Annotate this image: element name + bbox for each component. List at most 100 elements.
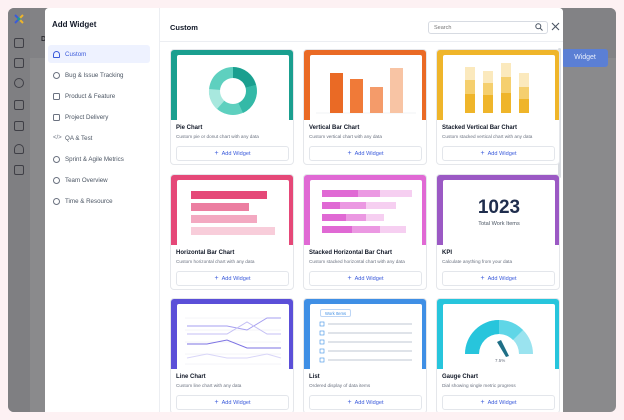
horizontal-bar-preview xyxy=(177,180,289,245)
card-description: Custom horizontal chart with any data xyxy=(176,259,255,264)
sprint-icon xyxy=(53,155,60,163)
search-input[interactable] xyxy=(428,21,548,34)
category-label: Sprint & Agile Metrics xyxy=(65,155,124,163)
widget-card-line-chart[interactable]: Line Chart Custom line chart with any da… xyxy=(170,298,294,412)
add-widget-button[interactable]: + Add Widget xyxy=(309,146,422,161)
line-chart-preview xyxy=(177,304,289,369)
list-preview: Work Items xyxy=(310,304,422,369)
widget-gallery: Custom P xyxy=(160,8,563,412)
grid-icon[interactable] xyxy=(14,58,24,68)
card-description: Custom line chart with any data xyxy=(176,383,242,388)
add-widget-label: Add Widget xyxy=(354,275,384,282)
kpi-value: 1023 xyxy=(477,197,521,218)
folder-icon xyxy=(53,113,60,121)
plus-icon: + xyxy=(214,275,219,282)
card-description: Dial showing single metric progress xyxy=(442,383,516,388)
stacked-horizontal-bar-preview xyxy=(310,180,422,245)
add-widget-label: Add Widget xyxy=(487,275,517,282)
add-widget-button[interactable]: + Add Widget xyxy=(176,271,289,286)
card-description: Custom vertical chart with any data xyxy=(309,134,382,139)
category-team-overview[interactable]: Team Overview xyxy=(48,171,150,189)
card-title: Gauge Chart xyxy=(442,374,479,380)
home-icon[interactable] xyxy=(14,38,24,48)
card-description: Custom stacked horizontal chart with any… xyxy=(309,259,405,264)
category-sprint-agile-metrics[interactable]: Sprint & Agile Metrics xyxy=(48,150,150,168)
widget-card-horizontal-bar-chart[interactable]: Horizontal Bar Chart Custom horizontal c… xyxy=(170,174,294,290)
list-header-chip: Work Items xyxy=(320,309,352,317)
app-logo-icon[interactable] xyxy=(13,13,25,25)
widget-card-stacked-vertical-bar-chart[interactable]: Stacked Vertical Bar Chart Custom stacke… xyxy=(436,49,560,165)
add-widget-button[interactable]: + Add Widget xyxy=(442,271,555,286)
card-title: Line Chart xyxy=(176,374,206,380)
card-title: Vertical Bar Chart xyxy=(309,125,360,131)
category-qa-test[interactable]: </> QA & Test xyxy=(48,129,150,147)
add-widget-button[interactable]: + Add Widget xyxy=(309,271,422,286)
report-icon[interactable] xyxy=(14,121,24,131)
plus-icon: + xyxy=(347,150,352,157)
list-header-label: Work Items xyxy=(325,311,347,316)
category-label: Project Delivery xyxy=(65,113,109,121)
star-icon[interactable] xyxy=(14,144,24,154)
search-icon[interactable] xyxy=(535,23,543,31)
category-sidebar: Add Widget Custom Bug & Issue Tracking P… xyxy=(45,8,160,412)
plus-icon: + xyxy=(214,399,219,406)
card-title: Stacked Vertical Bar Chart xyxy=(442,125,518,131)
card-title: KPI xyxy=(442,250,453,256)
add-widget-label: Add Widget xyxy=(354,399,384,406)
analytics-icon[interactable] xyxy=(14,78,24,88)
category-time-resource[interactable]: Time & Resource xyxy=(48,192,150,210)
category-label: Team Overview xyxy=(65,176,108,184)
plus-icon: + xyxy=(214,150,219,157)
widget-card-gauge-chart[interactable]: 7.5% Gauge Chart Dial showing single met… xyxy=(436,298,560,412)
widget-card-stacked-horizontal-bar-chart[interactable]: Stacked Horizontal Bar Chart Custom stac… xyxy=(303,174,427,290)
add-widget-label: Add Widget xyxy=(487,150,517,157)
kpi-label: Total Work Items xyxy=(478,221,520,227)
gear-users-icon[interactable] xyxy=(14,100,24,110)
gauge-chart-preview: 7.5% xyxy=(443,304,555,369)
add-widget-button[interactable]: + Add Widget xyxy=(309,395,422,410)
plus-icon: + xyxy=(480,399,485,406)
card-description: Calculate anything from your data xyxy=(442,259,513,264)
category-label: Custom xyxy=(65,50,87,58)
modal-title: Add Widget xyxy=(52,20,97,29)
plus-icon: + xyxy=(480,275,485,282)
card-description: Custom stacked vertical chart with any d… xyxy=(442,134,533,139)
card-title: Stacked Horizontal Bar Chart xyxy=(309,250,393,256)
add-widget-label: Add Widget xyxy=(221,275,251,282)
widget-card-pie-chart[interactable]: Pie Chart Custom pie or donut chart with… xyxy=(170,49,294,165)
kpi-preview: 1023 Total Work Items xyxy=(443,180,555,245)
add-widget-button[interactable]: + Add Widget xyxy=(176,146,289,161)
pie-chart-preview xyxy=(177,55,289,120)
add-widget-button[interactable]: + Add Widget xyxy=(442,146,555,161)
widget-card-kpi[interactable]: 1023 Total Work Items KPI Calculate anyt… xyxy=(436,174,560,290)
plus-icon: + xyxy=(347,399,352,406)
add-widget-label: Add Widget xyxy=(487,399,517,406)
team-icon xyxy=(53,176,60,184)
gallery-title: Custom xyxy=(170,23,198,32)
vertical-bar-preview xyxy=(310,55,422,120)
category-bug-issue-tracking[interactable]: Bug & Issue Tracking xyxy=(48,66,150,84)
gauge-value: 7.5% xyxy=(495,358,506,363)
add-widget-label: Add Widget xyxy=(221,399,251,406)
app-sidebar-rail xyxy=(8,8,30,412)
plus-icon: + xyxy=(480,150,485,157)
close-icon[interactable] xyxy=(551,22,560,31)
category-custom[interactable]: Custom xyxy=(48,45,150,63)
add-widget-button[interactable]: + Add Widget xyxy=(176,395,289,410)
document-icon[interactable] xyxy=(14,165,24,175)
add-widget-label: Add Widget xyxy=(354,150,384,157)
clock-icon xyxy=(53,197,60,205)
category-project-delivery[interactable]: Project Delivery xyxy=(48,108,150,126)
card-description: Custom pie or donut chart with any data xyxy=(176,134,259,139)
widget-card-vertical-bar-chart[interactable]: Vertical Bar Chart Custom vertical chart… xyxy=(303,49,427,165)
add-widget-label: Add Widget xyxy=(221,150,251,157)
add-widget-button[interactable]: + Add Widget xyxy=(442,395,555,410)
widget-card-list[interactable]: Work Items List Ordered display xyxy=(303,298,427,412)
card-description: Ordered display of data items xyxy=(309,383,371,388)
category-product-feature[interactable]: Product & Feature xyxy=(48,87,150,105)
code-icon: </> xyxy=(53,134,62,141)
category-label: Bug & Issue Tracking xyxy=(65,71,124,79)
stacked-vertical-bar-preview xyxy=(443,55,555,120)
card-title: List xyxy=(309,374,320,380)
background-add-widget-button[interactable]: Widget xyxy=(562,49,608,67)
